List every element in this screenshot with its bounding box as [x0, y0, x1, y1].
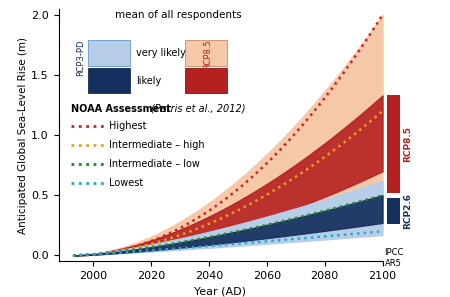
Text: RCP8.5: RCP8.5 [202, 39, 211, 69]
Text: IPCC
AR5: IPCC AR5 [384, 248, 404, 268]
Y-axis label: Anticipated Global Sea-Level Rise (m): Anticipated Global Sea-Level Rise (m) [18, 37, 28, 234]
Bar [387, 198, 400, 224]
Text: Highest: Highest [109, 121, 146, 131]
Text: RCP8.5: RCP8.5 [404, 126, 413, 162]
Bar [387, 95, 400, 193]
Text: RCP2.6: RCP2.6 [404, 193, 413, 229]
Bar [185, 68, 227, 94]
Text: (Parris et al., 2012): (Parris et al., 2012) [151, 104, 245, 113]
Text: NOAA Assessment: NOAA Assessment [72, 104, 175, 113]
Text: very likely: very likely [136, 48, 186, 58]
Text: likely: likely [136, 76, 162, 86]
Bar [88, 40, 130, 66]
Text: Lowest: Lowest [109, 178, 143, 188]
Text: Intermediate – high: Intermediate – high [109, 140, 204, 150]
X-axis label: Year (AD): Year (AD) [194, 287, 247, 297]
Bar [88, 68, 130, 94]
Text: mean of all respondents: mean of all respondents [115, 10, 242, 20]
Text: RCP3-PD: RCP3-PD [76, 39, 86, 76]
Bar [185, 40, 227, 66]
Text: Intermediate – low: Intermediate – low [109, 159, 200, 169]
